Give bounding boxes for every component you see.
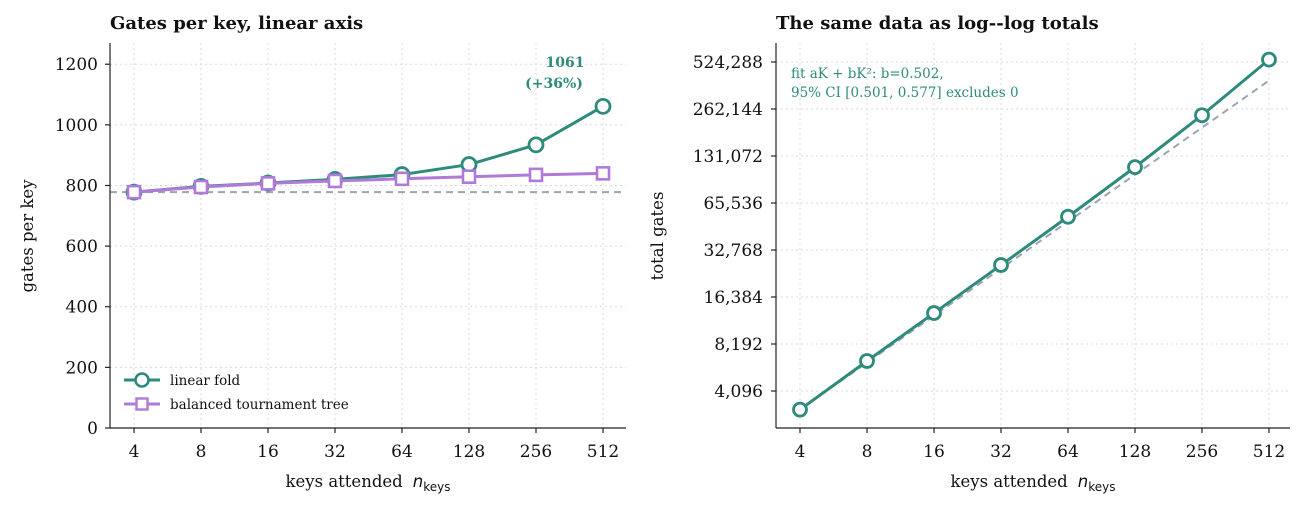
balanced-tournament-tree-point — [260, 176, 276, 191]
legend-tournament-tree-label: balanced tournament tree — [170, 397, 349, 413]
total-gates-line — [799, 58, 1270, 411]
left-x-tick-label: 4 — [129, 442, 140, 462]
balanced-tournament-tree-point — [193, 179, 209, 195]
right-x-axis-label: keys attended nkeys — [951, 472, 1116, 494]
right-series-group — [792, 51, 1277, 418]
right-axes-spines — [775, 43, 1290, 429]
fit-annotation: fit aK + bK²: b=0.502, 95% CI [0.501, 0.… — [791, 66, 1019, 101]
right-y-tick-label: 524,288 — [693, 53, 763, 73]
right-y-tick-label: 8,192 — [714, 335, 763, 355]
left-y-ticks: 0 200 400 600 800 1000 1200 — [55, 55, 110, 439]
annotation-percent: (+36%) — [525, 76, 583, 92]
right-x-tick-label: 16 — [923, 442, 945, 462]
balanced-tournament-tree-point — [327, 173, 343, 189]
total-gates-point — [1194, 107, 1210, 124]
left-y-tick-label: 800 — [66, 176, 98, 196]
right-x-tick-label: 512 — [1253, 442, 1285, 462]
left-y-tick-label: 1200 — [55, 55, 98, 75]
right-chart-title: The same data as log--log totals — [776, 13, 1099, 34]
left-y-axis-label: gates per key — [18, 179, 37, 293]
right-x-ticks: 4 8 16 32 64 128 256 512 — [795, 428, 1285, 462]
total-gates-point — [859, 353, 875, 369]
left-gridlines — [110, 43, 626, 429]
right-y-tick-label: 131,072 — [693, 147, 763, 167]
left-y-tick-label: 600 — [66, 237, 98, 257]
left-x-tick-label: 256 — [520, 442, 552, 462]
balanced-tournament-tree-point — [461, 169, 477, 184]
balanced-tournament-tree-point — [394, 171, 410, 187]
fit-annotation-line2: 95% CI [0.501, 0.577] excludes 0 — [791, 85, 1019, 101]
left-x-tick-label: 512 — [587, 442, 619, 462]
total-gates-point — [792, 401, 808, 418]
linear-fold-point — [594, 97, 612, 115]
total-gates-point — [1060, 208, 1076, 225]
left-x-tick-label: 16 — [257, 442, 279, 462]
left-chart-panel: Gates per key, linear axis 4 8 16 32 64 128 25… — [18, 13, 626, 494]
left-x-tick-label: 128 — [453, 442, 485, 462]
left-series-group — [125, 97, 612, 201]
left-y-tick-label: 400 — [66, 298, 98, 318]
balanced-tournament-tree-point — [528, 167, 544, 183]
left-x-axis-label: keys attended nkeys — [286, 472, 451, 494]
left-x-tick-label: 32 — [324, 442, 346, 462]
right-y-tick-label: 32,768 — [704, 241, 763, 261]
right-y-tick-label: 16,384 — [704, 288, 763, 308]
right-chart-panel: The same data as log--log totals 4 8 16 32 6… — [648, 13, 1290, 494]
left-y-tick-label: 1000 — [55, 116, 98, 136]
balanced-tournament-tree-point — [126, 184, 142, 200]
left-y-tick-label: 0 — [87, 419, 98, 439]
right-y-axis-label: total gates — [648, 192, 667, 281]
right-y-ticks: 4,096 8,192 16,384 32,768 65,536 131,072 262,1… — [693, 53, 776, 402]
fit-annotation-line1: fit aK + bK²: b=0.502, — [791, 66, 944, 82]
balanced-tournament-tree-point — [595, 166, 611, 181]
right-y-tick-label: 65,536 — [704, 194, 763, 214]
right-x-tick-label: 32 — [990, 442, 1012, 462]
annotation-value: 1061 — [546, 55, 585, 71]
total-gates-point — [926, 305, 942, 321]
left-x-tick-label: 8 — [196, 442, 207, 462]
legend-tournament-tree-marker — [135, 397, 149, 411]
linear-fold-point — [527, 136, 545, 154]
right-y-tick-label: 262,144 — [693, 100, 763, 120]
total-gates-point — [1261, 51, 1277, 68]
legend: linear fold balanced tournament tree — [124, 372, 349, 413]
total-gates-point — [993, 257, 1009, 273]
left-x-ticks: 4 8 16 32 64 128 256 512 — [129, 428, 619, 462]
left-annotation: 1061 (+36%) — [525, 55, 584, 92]
left-chart-title: Gates per key, linear axis — [110, 13, 363, 34]
total-gates-point — [1127, 159, 1143, 176]
right-x-tick-label: 8 — [862, 442, 873, 462]
right-x-tick-label: 256 — [1186, 442, 1218, 462]
left-y-tick-label: 200 — [66, 358, 98, 378]
legend-linear-fold-label: linear fold — [170, 373, 241, 389]
legend-linear-fold-marker — [134, 372, 150, 388]
right-y-tick-label: 4,096 — [714, 382, 763, 402]
balanced-tournament-tree-line — [133, 171, 604, 194]
left-axes-spines — [109, 43, 626, 429]
left-x-tick-label: 64 — [391, 442, 413, 462]
right-x-tick-label: 4 — [795, 442, 806, 462]
right-x-tick-label: 64 — [1057, 442, 1079, 462]
right-x-tick-label: 128 — [1119, 442, 1151, 462]
